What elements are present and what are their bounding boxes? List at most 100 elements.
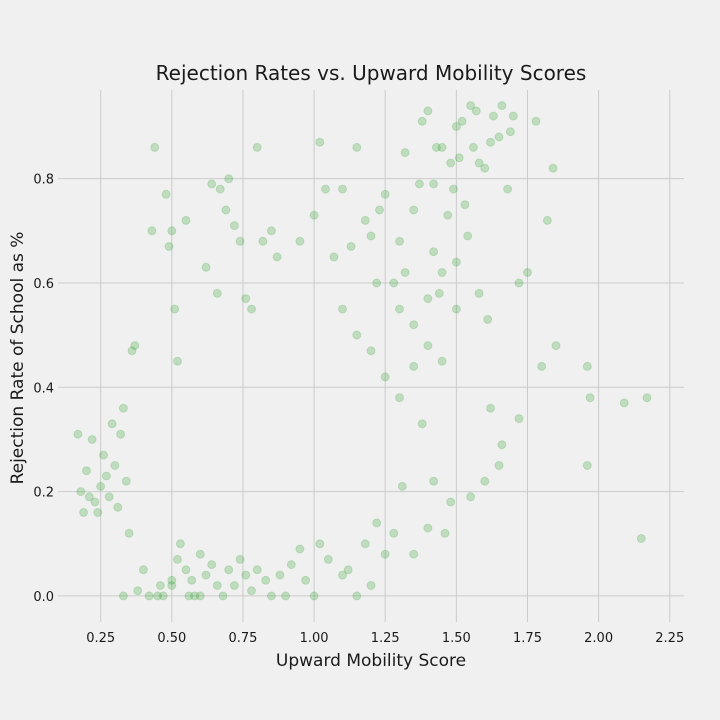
data-point [107, 419, 117, 429]
data-point [488, 111, 498, 121]
data-point [395, 236, 404, 246]
data-point [190, 591, 200, 601]
data-point [121, 476, 131, 486]
x-tick-label: 1.25 [371, 631, 400, 646]
data-point [167, 581, 177, 590]
data-point [380, 372, 390, 382]
data-point [409, 549, 419, 559]
data-point [124, 528, 134, 538]
data-point [323, 554, 333, 564]
data-point [372, 278, 382, 288]
y-axis-label: Rejection Rate of School as % [8, 232, 28, 485]
data-point [247, 304, 256, 314]
x-tick-label: 1.00 [300, 631, 329, 646]
data-point [235, 236, 245, 246]
data-point [90, 497, 100, 507]
data-point [195, 549, 205, 559]
data-point [247, 586, 256, 596]
data-point [252, 142, 262, 152]
data-point [429, 247, 439, 257]
data-point [309, 591, 319, 601]
data-point [93, 508, 103, 517]
data-point [130, 341, 140, 351]
data-point [101, 471, 111, 481]
data-point [389, 278, 399, 288]
x-axis-ticks: 0.25 0.50 0.75 1.00 1.25 1.50 1.75 2.00 2.25 [86, 631, 684, 646]
data-point [443, 210, 453, 220]
data-point [315, 539, 325, 549]
data-point [417, 419, 427, 429]
data-point [508, 111, 518, 121]
data-point [366, 231, 376, 241]
data-point [338, 184, 347, 194]
data-point [380, 189, 390, 199]
data-point [295, 544, 305, 554]
data-point [514, 414, 524, 424]
data-point [503, 184, 513, 194]
data-point [585, 393, 595, 403]
data-point [309, 210, 319, 220]
data-point [400, 148, 410, 158]
data-point [380, 549, 390, 559]
data-point [241, 570, 251, 580]
x-tick-label: 0.25 [86, 631, 115, 646]
data-point [281, 591, 291, 601]
data-point [258, 236, 268, 246]
data-point [207, 560, 217, 570]
data-point [483, 315, 493, 324]
data-point [451, 304, 461, 314]
data-point [451, 257, 461, 267]
data-point [110, 461, 120, 470]
data-point [474, 288, 484, 298]
data-point [127, 346, 137, 356]
grid-lines [58, 90, 684, 622]
data-point [468, 142, 478, 152]
chart-title: Rejection Rates vs. Upward Mobility Scor… [156, 61, 587, 85]
data-point [207, 179, 217, 189]
data-point [218, 591, 228, 601]
data-point [338, 304, 347, 314]
data-point [181, 215, 191, 225]
data-point [457, 116, 467, 126]
x-tick-label: 2.00 [584, 631, 613, 646]
data-point [352, 591, 362, 601]
data-point [414, 179, 424, 189]
data-point [118, 591, 128, 601]
data-point [523, 268, 532, 277]
data-point [266, 226, 276, 236]
data-point [582, 461, 592, 470]
data-point [480, 476, 490, 486]
data-point [224, 174, 234, 184]
data-point [104, 492, 114, 502]
data-point [170, 304, 180, 314]
data-point [315, 137, 325, 147]
data-point [229, 221, 239, 231]
data-point [417, 116, 427, 126]
data-point [82, 466, 91, 476]
data-point [460, 200, 470, 210]
data-point [144, 591, 154, 601]
data-point [423, 341, 433, 351]
data-point [321, 184, 330, 194]
data-point [375, 205, 384, 215]
data-point [400, 268, 410, 277]
data-point [372, 518, 382, 528]
x-tick-label: 0.75 [228, 631, 257, 646]
data-point [360, 215, 370, 225]
data-point [446, 497, 456, 507]
data-point [494, 461, 504, 470]
data-point [252, 565, 262, 575]
data-point [551, 341, 561, 351]
data-point [275, 570, 285, 580]
data-point [241, 294, 251, 304]
data-point [474, 158, 484, 168]
data-point [429, 476, 439, 486]
y-tick-label: 0.6 [33, 277, 54, 292]
data-point [486, 137, 495, 147]
data-point [155, 581, 165, 590]
data-point [175, 539, 185, 549]
data-point [261, 575, 271, 585]
data-point [173, 554, 182, 564]
data-point [397, 481, 407, 491]
